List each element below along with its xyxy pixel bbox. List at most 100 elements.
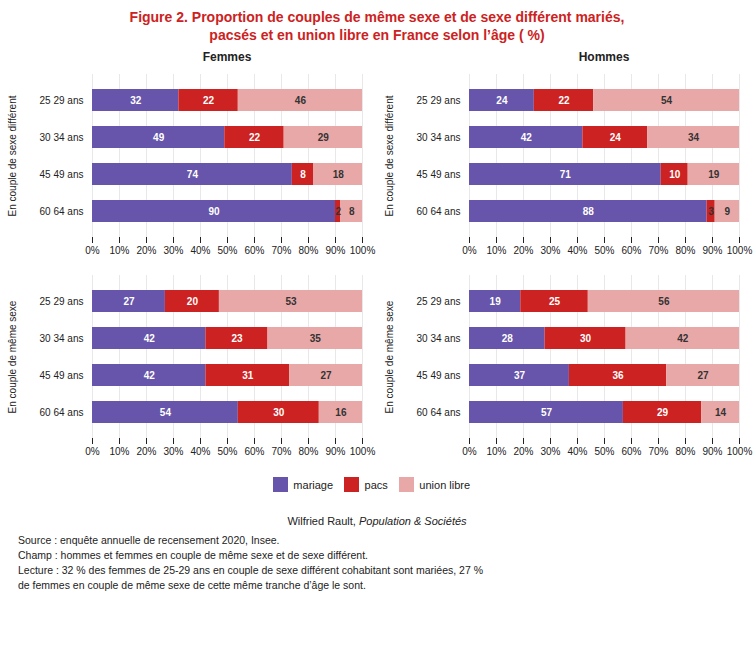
svg-text:56: 56 <box>658 296 670 307</box>
svg-text:32: 32 <box>130 95 142 106</box>
svg-text:23: 23 <box>231 333 243 344</box>
svg-text:27: 27 <box>320 370 332 381</box>
svg-text:34: 34 <box>688 132 700 143</box>
svg-text:60 64 ans: 60 64 ans <box>40 407 84 418</box>
svg-text:0%: 0% <box>462 245 477 256</box>
svg-text:42: 42 <box>144 370 156 381</box>
svg-text:40%: 40% <box>567 245 587 256</box>
svg-text:30 34 ans: 30 34 ans <box>40 132 84 143</box>
svg-text:20%: 20% <box>513 245 533 256</box>
svg-text:60%: 60% <box>244 446 264 457</box>
svg-text:31: 31 <box>242 370 254 381</box>
svg-text:88: 88 <box>583 206 595 217</box>
svg-text:30 34 ans: 30 34 ans <box>417 333 461 344</box>
svg-text:57: 57 <box>541 407 553 418</box>
svg-text:En couple de même sexe: En couple de même sexe <box>7 300 18 413</box>
svg-text:53: 53 <box>285 296 297 307</box>
svg-text:25: 25 <box>549 296 561 307</box>
svg-text:27: 27 <box>697 370 709 381</box>
svg-text:40%: 40% <box>190 446 210 457</box>
svg-text:19: 19 <box>490 296 502 307</box>
svg-text:80%: 80% <box>298 446 318 457</box>
svg-text:10: 10 <box>669 169 681 180</box>
svg-text:90%: 90% <box>325 446 345 457</box>
svg-text:90: 90 <box>208 206 220 217</box>
svg-text:0%: 0% <box>85 245 100 256</box>
svg-text:36: 36 <box>612 370 624 381</box>
svg-text:25 29 ans: 25 29 ans <box>40 296 84 307</box>
svg-text:14: 14 <box>715 407 727 418</box>
svg-text:60%: 60% <box>244 245 264 256</box>
svg-text:En couple de sexe différent: En couple de sexe différent <box>384 95 395 216</box>
svg-text:30%: 30% <box>163 446 183 457</box>
svg-text:45 49 ans: 45 49 ans <box>40 370 84 381</box>
svg-text:90%: 90% <box>325 245 345 256</box>
svg-text:30%: 30% <box>540 446 560 457</box>
svg-text:20%: 20% <box>136 446 156 457</box>
svg-text:28: 28 <box>502 333 514 344</box>
svg-text:0%: 0% <box>85 446 100 457</box>
svg-text:30 34 ans: 30 34 ans <box>417 132 461 143</box>
svg-text:8: 8 <box>349 206 355 217</box>
svg-text:35: 35 <box>310 333 322 344</box>
svg-text:71: 71 <box>560 169 572 180</box>
svg-text:90%: 90% <box>702 245 722 256</box>
svg-text:19: 19 <box>708 169 720 180</box>
svg-text:En couple de sexe différent: En couple de sexe différent <box>7 95 18 216</box>
svg-text:29: 29 <box>318 132 330 143</box>
svg-text:0%: 0% <box>462 446 477 457</box>
svg-text:50%: 50% <box>594 446 614 457</box>
svg-text:50%: 50% <box>217 245 237 256</box>
svg-text:20: 20 <box>187 296 199 307</box>
svg-text:18: 18 <box>333 169 345 180</box>
svg-text:50%: 50% <box>217 446 237 457</box>
svg-text:37: 37 <box>514 370 526 381</box>
svg-text:54: 54 <box>661 95 673 106</box>
svg-text:70%: 70% <box>271 245 291 256</box>
svg-text:24: 24 <box>496 95 508 106</box>
svg-text:40%: 40% <box>190 245 210 256</box>
svg-text:25 29 ans: 25 29 ans <box>417 296 461 307</box>
svg-text:30%: 30% <box>163 245 183 256</box>
svg-text:10%: 10% <box>109 446 129 457</box>
svg-text:74: 74 <box>187 169 199 180</box>
svg-text:70%: 70% <box>648 446 668 457</box>
svg-text:46: 46 <box>295 95 307 106</box>
svg-text:100%: 100% <box>727 446 753 457</box>
svg-text:49: 49 <box>153 132 165 143</box>
svg-text:30%: 30% <box>540 245 560 256</box>
svg-text:70%: 70% <box>271 446 291 457</box>
svg-text:25 29 ans: 25 29 ans <box>40 95 84 106</box>
svg-text:10%: 10% <box>109 245 129 256</box>
svg-text:42: 42 <box>521 132 533 143</box>
svg-text:30: 30 <box>580 333 592 344</box>
svg-text:10%: 10% <box>486 446 506 457</box>
svg-text:22: 22 <box>203 95 215 106</box>
svg-text:80%: 80% <box>675 446 695 457</box>
svg-text:En couple de même sexe: En couple de même sexe <box>384 300 395 413</box>
svg-text:100%: 100% <box>727 245 753 256</box>
svg-text:40%: 40% <box>567 446 587 457</box>
svg-text:24: 24 <box>610 132 622 143</box>
svg-text:50%: 50% <box>594 245 614 256</box>
svg-text:9: 9 <box>725 206 731 217</box>
svg-text:60 64 ans: 60 64 ans <box>417 206 461 217</box>
svg-text:80%: 80% <box>298 245 318 256</box>
svg-text:25 29 ans: 25 29 ans <box>417 95 461 106</box>
svg-text:42: 42 <box>144 333 156 344</box>
svg-text:16: 16 <box>335 407 347 418</box>
svg-text:100%: 100% <box>350 446 376 457</box>
svg-text:2: 2 <box>335 206 341 217</box>
svg-text:22: 22 <box>249 132 261 143</box>
svg-text:29: 29 <box>657 407 669 418</box>
svg-text:60%: 60% <box>621 446 641 457</box>
svg-text:60 64 ans: 60 64 ans <box>40 206 84 217</box>
svg-text:20%: 20% <box>513 446 533 457</box>
svg-text:80%: 80% <box>675 245 695 256</box>
svg-text:45 49 ans: 45 49 ans <box>40 169 84 180</box>
svg-text:22: 22 <box>558 95 570 106</box>
svg-text:20%: 20% <box>136 245 156 256</box>
svg-text:30: 30 <box>273 407 285 418</box>
svg-text:60%: 60% <box>621 245 641 256</box>
svg-text:90%: 90% <box>702 446 722 457</box>
